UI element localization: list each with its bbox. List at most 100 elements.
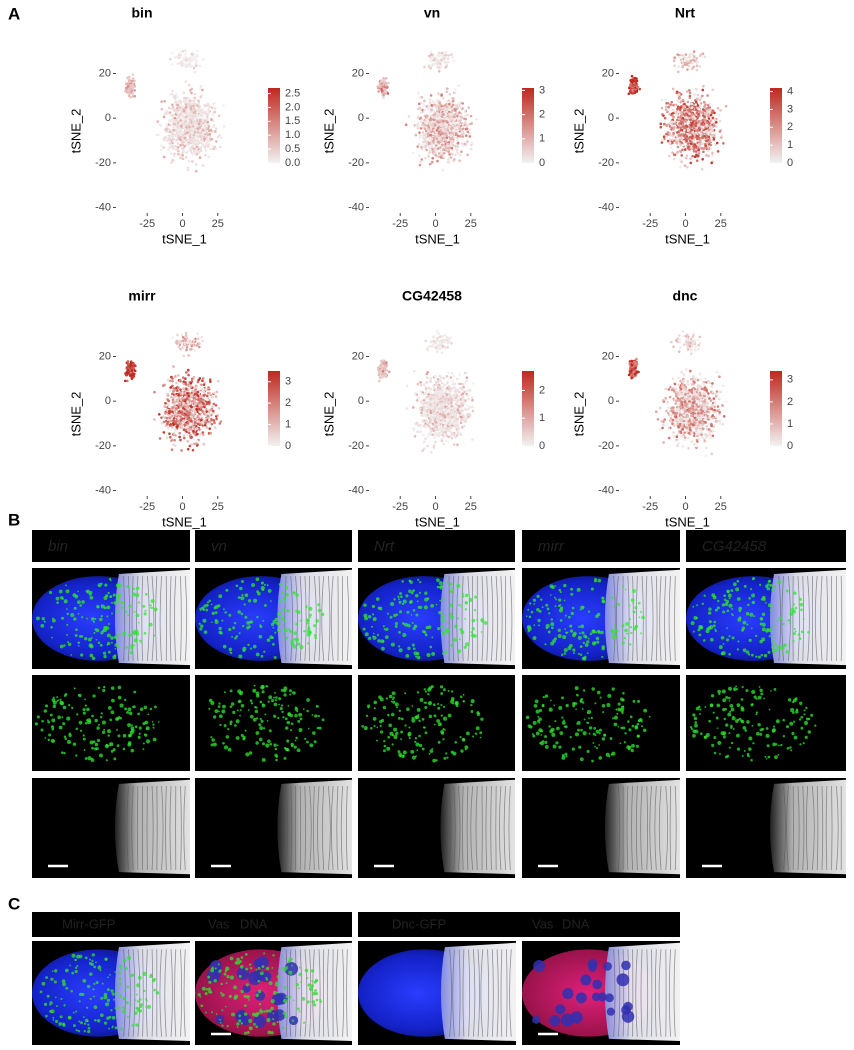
cell-point — [423, 99, 426, 102]
cell-point — [195, 408, 198, 411]
cell-point — [475, 118, 478, 121]
cell-point — [179, 347, 182, 350]
cell-point — [418, 131, 421, 134]
cell-point — [687, 101, 690, 104]
cell-point — [192, 125, 195, 128]
cell-point — [425, 396, 428, 399]
cell-point — [627, 92, 630, 95]
cell-point — [464, 372, 467, 375]
cell-point — [168, 128, 171, 131]
y-tick-label: -40 — [598, 201, 614, 213]
cell-point — [204, 112, 207, 115]
cell-point — [186, 346, 189, 349]
cell-point — [193, 150, 196, 153]
cell-point — [691, 106, 694, 109]
cell-point — [127, 83, 130, 86]
cell-point — [460, 150, 463, 153]
cell-point — [190, 436, 193, 439]
cell-point — [430, 143, 433, 146]
cell-point — [185, 426, 188, 429]
cell-point — [211, 406, 214, 409]
cell-point — [207, 386, 210, 389]
cell-point — [451, 437, 454, 440]
cell-point — [671, 127, 674, 130]
cell-point — [442, 129, 445, 132]
cell-point — [165, 109, 168, 112]
cell-point — [416, 124, 419, 127]
cell-point — [188, 147, 191, 150]
cell-point — [183, 123, 186, 126]
cell-point — [202, 431, 205, 434]
cell-point — [420, 127, 423, 130]
cell-point — [429, 134, 432, 137]
cell-point — [442, 386, 445, 389]
cell-point — [190, 151, 193, 154]
cell-point — [457, 145, 460, 148]
cell-point — [465, 142, 468, 145]
cell-point — [695, 108, 698, 111]
cell-point — [196, 133, 199, 136]
cell-point — [191, 160, 194, 163]
cell-point — [458, 120, 461, 123]
cell-point — [706, 121, 709, 124]
plot-title: mirr — [128, 288, 156, 304]
cell-point — [187, 448, 190, 451]
cell-point — [454, 436, 457, 439]
cell-point — [134, 369, 137, 372]
cell-point — [690, 124, 693, 127]
cell-point — [683, 120, 686, 123]
cell-point — [194, 393, 197, 396]
cell-point — [464, 408, 467, 411]
cell-point — [430, 451, 433, 454]
cell-point — [178, 100, 181, 103]
cell-point — [439, 153, 442, 156]
y-tick-label: 0 — [105, 112, 111, 124]
cell-point — [670, 146, 673, 149]
cell-point — [436, 99, 439, 102]
cell-point — [187, 110, 190, 113]
cell-point — [712, 88, 715, 91]
cell-point — [471, 396, 474, 399]
cell-point — [633, 80, 636, 83]
cell-point — [420, 381, 423, 384]
cell-point — [192, 418, 195, 421]
cell-point — [160, 144, 163, 147]
cell-point — [465, 414, 468, 417]
cell-point — [662, 114, 665, 117]
cell-point — [689, 95, 692, 98]
cell-point — [206, 104, 209, 107]
cell-point — [693, 50, 696, 53]
cell-point — [678, 118, 681, 121]
cell-point — [215, 140, 218, 143]
cell-point — [172, 133, 175, 136]
cell-point — [196, 332, 199, 335]
cell-point — [420, 161, 423, 164]
cell-point — [167, 400, 170, 403]
cell-point — [711, 129, 714, 132]
cell-point — [209, 148, 212, 151]
cell-point — [417, 116, 420, 119]
cell-point — [377, 90, 380, 93]
cell-point — [177, 134, 180, 137]
cell-point — [677, 70, 680, 73]
cell-point — [450, 53, 453, 56]
cell-point — [668, 132, 671, 135]
cell-point — [206, 426, 209, 429]
cell-point — [193, 102, 196, 105]
cell-point — [192, 449, 195, 452]
cell-point — [169, 58, 172, 61]
cell-point — [452, 97, 455, 100]
cell-point — [422, 131, 425, 134]
cell-point — [131, 369, 134, 372]
y-tick-label: -40 — [95, 201, 111, 213]
cell-point — [158, 413, 161, 416]
cell-point — [186, 64, 189, 67]
cell-point — [696, 61, 699, 64]
cell-point — [441, 144, 444, 147]
cell-point — [204, 424, 207, 427]
cell-point — [451, 127, 454, 130]
cell-point — [387, 82, 390, 85]
x-axis-label: tSNE_1 — [665, 231, 710, 246]
cell-point — [127, 372, 130, 375]
cell-point — [471, 142, 474, 145]
